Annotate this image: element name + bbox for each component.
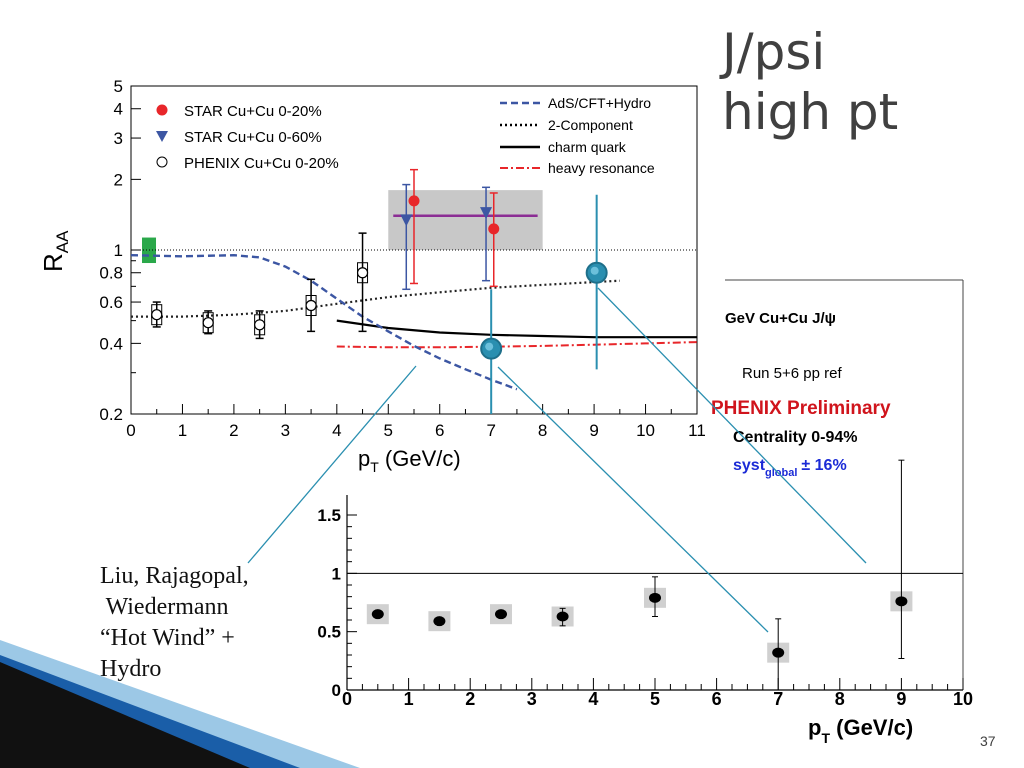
phenix-point: [305, 299, 317, 312]
curve-two-component: [131, 279, 620, 318]
top-y-tick-label: 0.4: [99, 334, 123, 353]
top-x-tick-label: 2: [229, 421, 238, 440]
top-x-tick-label: 9: [589, 421, 598, 440]
bottom-chart-axes: 0 1 2 3 4 5 6 7 8 9 10 0 0.5 1 1.5: [317, 495, 973, 709]
top-y-tick-label: 0.6: [99, 293, 123, 312]
legend-label-heavy-resonance: heavy resonance: [548, 160, 655, 176]
curve-heavy-resonance: [336, 341, 698, 349]
bottom-x-tick-label: 6: [712, 689, 722, 709]
star-0-60-point: [400, 214, 413, 227]
top-x-axis-label: pT (GeV/c): [358, 446, 461, 475]
bottom-point: [772, 647, 785, 658]
top-y-tick-label: 2: [114, 170, 123, 189]
bottom-x-tick-label: 2: [465, 689, 475, 709]
overlay-points: [480, 194, 608, 414]
legend-label-2-component: 2-Component: [548, 117, 633, 133]
star-0-20-point: [408, 195, 420, 207]
bottom-chart: 0 1 2 3 4 5 6 7 8 9 10 0 0.5 1 1.5 GeV Cu+Cu J/ψ Run 5…: [317, 279, 973, 746]
top-legend-lines: AdS/CFT+Hydro 2-Component charm quark he…: [500, 95, 655, 176]
overlay-point-highlight: [485, 342, 494, 351]
bottom-point: [649, 592, 661, 603]
top-x-tick-label: 11: [688, 421, 706, 440]
legend-marker-blue-triangle: [156, 131, 168, 142]
bottom-chart-points: [366, 459, 913, 691]
star-systematic-band: [142, 190, 543, 264]
bottom-legend-energy: GeV Cu+Cu J/ψ: [725, 310, 836, 327]
annotation-arrows: [247, 287, 867, 633]
legend-label-star-0-60: STAR Cu+Cu 0-60%: [184, 129, 322, 146]
top-y-tick-label: 3: [114, 129, 123, 148]
phenix-point: [356, 267, 369, 279]
top-x-tick-label: 0: [126, 421, 135, 440]
top-chart-ticks: 0 1 2 3 4 5 6 7 8 9 10 11 0.2 0.4 0.6 0.8 1 2 3 4 5: [99, 77, 705, 440]
star-0-20-point: [488, 223, 500, 235]
top-x-tick-label: 5: [384, 421, 393, 440]
legend-label-star-0-20: STAR Cu+Cu 0-20%: [184, 103, 322, 120]
bottom-x-tick-label: 1: [404, 689, 414, 709]
bottom-legend-ppref: Run 5+6 pp ref: [742, 365, 842, 382]
bottom-x-tick-label: 9: [896, 689, 906, 709]
bottom-legend-syst: systglobal ± 16%: [733, 457, 847, 479]
top-y-tick-label: 0.8: [99, 264, 123, 283]
top-y-tick-label: 5: [114, 77, 123, 96]
bottom-point: [495, 609, 507, 620]
decorative-ribbon: [0, 640, 360, 768]
top-y-tick-label: 4: [114, 100, 123, 119]
top-x-tick-label: 4: [332, 421, 341, 440]
top-x-tick-label: 10: [636, 421, 655, 440]
bottom-x-axis-label: pT (GeV/c): [808, 715, 913, 746]
legend-label-phenix: PHENIX Cu+Cu 0-20%: [184, 155, 339, 172]
legend-marker-red-circle: [156, 104, 168, 116]
bottom-y-tick-label: 0.5: [317, 623, 341, 642]
top-x-tick-label: 7: [486, 421, 495, 440]
top-y-axis-label: RAA: [38, 230, 72, 272]
bottom-x-tick-label: 10: [953, 689, 973, 709]
bottom-point: [556, 611, 569, 622]
page-number: 37: [980, 733, 996, 749]
model-caption: Liu, Rajagopal, Wiedermann “Hot Wind” + …: [100, 563, 249, 682]
top-x-tick-label: 6: [435, 421, 444, 440]
bottom-x-tick-label: 0: [342, 689, 352, 709]
phenix-point: [202, 317, 214, 329]
bottom-y-tick-label: 0: [332, 681, 341, 700]
overlay-point-highlight: [590, 266, 599, 275]
top-x-tick-label: 8: [538, 421, 547, 440]
top-chart-curves: [130, 253, 698, 391]
top-x-tick-label: 3: [281, 421, 290, 440]
bottom-point: [433, 616, 446, 627]
phenix-point: [254, 319, 266, 331]
bottom-point: [371, 609, 384, 620]
phenix-point: [151, 309, 163, 321]
curve-ads-cft-hydro: [130, 253, 518, 391]
top-chart: 0 1 2 3 4 5 6 7 8 9 10 11 0.2 0.4 0.6 0.8 1 2 3 4 5 RAA pT (…: [38, 77, 706, 475]
top-x-tick-label: 1: [178, 421, 187, 440]
legend-marker-open-circle: [156, 156, 168, 168]
legend-label-charm-quark: charm quark: [548, 139, 627, 155]
arrow-line-9gev: [597, 287, 867, 564]
arrow-line-7gev: [497, 366, 769, 633]
curve-charm-quark: [336, 319, 697, 339]
bottom-legend-preliminary: PHENIX Preliminary: [711, 398, 891, 419]
top-chart-points: [151, 168, 500, 340]
bottom-x-tick-label: 7: [773, 689, 783, 709]
top-legend-markers: STAR Cu+Cu 0-20% STAR Cu+Cu 0-60% PHENIX…: [156, 103, 339, 172]
bottom-y-tick-label: 1: [332, 564, 341, 583]
slide-title: J/psi high pt: [722, 23, 899, 141]
legend-label-ads-cft: AdS/CFT+Hydro: [548, 95, 651, 111]
bottom-point: [895, 596, 908, 607]
bottom-x-tick-label: 3: [527, 689, 537, 709]
bottom-x-tick-label: 8: [835, 689, 845, 709]
bottom-y-tick-label: 1.5: [317, 506, 341, 525]
arrow-line-hot-wind: [247, 365, 417, 564]
star-0-60-point: [480, 207, 493, 220]
top-y-tick-label: 1: [114, 241, 123, 260]
bottom-legend-centrality: Centrality 0-94%: [733, 429, 858, 446]
bottom-x-tick-label: 4: [588, 689, 598, 709]
top-y-tick-label: 0.2: [99, 405, 123, 424]
bottom-x-tick-label: 5: [650, 689, 660, 709]
